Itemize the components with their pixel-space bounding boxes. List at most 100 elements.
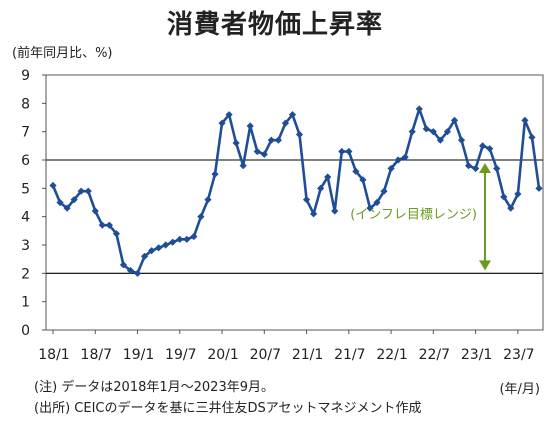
- chart-title: 消費者物価上昇率: [166, 10, 383, 40]
- data-point: [112, 230, 120, 238]
- plot-frame: [45, 74, 544, 331]
- data-point: [98, 221, 106, 229]
- x-tick-label: 18/1: [38, 347, 69, 363]
- x-tick-label: 20/1: [207, 347, 238, 363]
- data-point: [415, 105, 423, 113]
- y-tick-label: 2: [21, 266, 30, 282]
- data-point: [317, 184, 325, 192]
- x-tick-label: 20/7: [250, 347, 281, 363]
- series-line: [51, 107, 541, 275]
- y-tick-label: 0: [21, 323, 30, 339]
- y-tick-label: 5: [21, 181, 30, 197]
- data-point: [218, 119, 226, 127]
- data-point: [288, 111, 297, 119]
- data-point: [190, 232, 198, 241]
- data-point: [169, 238, 177, 246]
- data-point: [84, 187, 92, 195]
- data-point: [211, 170, 219, 178]
- x-tick-label: 23/7: [503, 347, 534, 363]
- y-tick-label: 7: [21, 125, 30, 141]
- data-point: [528, 133, 536, 141]
- data-point: [302, 196, 311, 204]
- data-point: [366, 204, 374, 212]
- data-point: [204, 196, 212, 204]
- data-point: [443, 128, 452, 136]
- data-point: [197, 213, 205, 221]
- x-tick-label: 19/7: [165, 347, 196, 363]
- data-point: [472, 164, 480, 173]
- data-point: [359, 176, 367, 184]
- data-point: [514, 190, 522, 198]
- data-point: [267, 136, 275, 144]
- data-point: [500, 193, 508, 201]
- data-point: [63, 204, 71, 212]
- data-point: [140, 252, 149, 260]
- data-point: [246, 122, 254, 130]
- data-point: [429, 128, 437, 136]
- data-point: [162, 241, 170, 249]
- data-point: [225, 111, 233, 119]
- x-tick-label: 21/7: [334, 347, 365, 363]
- data-point: [232, 139, 240, 147]
- data-point: [401, 153, 409, 161]
- data-point: [457, 136, 466, 144]
- x-tick-label: 23/1: [461, 347, 492, 363]
- data-point: [260, 150, 268, 158]
- data-point: [148, 247, 156, 255]
- data-point: [281, 119, 290, 127]
- source-note: (出所) CEICのデータを基に三井住友DSアセットマネジメント作成: [34, 401, 422, 416]
- data-point: [493, 164, 501, 173]
- x-tick-label: 22/7: [419, 347, 450, 363]
- x-tick-label: 19/1: [123, 347, 154, 363]
- data-point: [105, 221, 113, 229]
- arrow-head-top: [479, 163, 491, 173]
- data-point: [119, 261, 128, 269]
- arrow-head-bottom: [479, 260, 491, 271]
- data-point: [507, 204, 515, 212]
- data-point: [436, 136, 444, 144]
- data-point: [310, 210, 318, 218]
- data-point: [408, 128, 416, 136]
- data-point: [91, 207, 99, 215]
- x-axis-unit-label: (年/月): [499, 382, 540, 397]
- data-point: [387, 164, 395, 173]
- data-point: [176, 235, 184, 243]
- data-point: [324, 173, 332, 181]
- data-point: [345, 147, 353, 156]
- data-point: [155, 244, 163, 252]
- data-point: [535, 184, 543, 192]
- data-point: [486, 145, 494, 153]
- data-point: [239, 162, 247, 170]
- data-point: [373, 198, 381, 207]
- data-point: [70, 196, 78, 204]
- x-tick-label: 21/1: [292, 347, 323, 363]
- target-range-label: (インフレ目標レンジ): [350, 208, 477, 223]
- data-point: [253, 147, 261, 156]
- data-point: [274, 136, 282, 144]
- data-point: [183, 235, 191, 243]
- data-point: [479, 142, 487, 150]
- y-tick-label: 8: [21, 96, 30, 112]
- data-point: [56, 198, 64, 207]
- x-tick-label: 18/7: [81, 347, 112, 363]
- data-point: [352, 167, 360, 175]
- data-point: [77, 187, 85, 195]
- y-tick-label: 6: [21, 153, 30, 169]
- data-point: [338, 147, 346, 156]
- y-tick-label: 3: [21, 238, 30, 254]
- data-point: [133, 269, 142, 277]
- data-point: [295, 130, 304, 139]
- y-tick-label: 4: [21, 210, 30, 226]
- data-point: [49, 181, 57, 190]
- data-point: [126, 266, 135, 275]
- data-point: [394, 156, 402, 164]
- data-point: [450, 116, 459, 124]
- data-point: [380, 187, 388, 195]
- y-tick-label: 1: [21, 295, 30, 311]
- x-tick-label: 22/1: [376, 347, 407, 363]
- y-tick-label: 9: [21, 68, 30, 84]
- data-point: [464, 162, 473, 170]
- footnote: (注) データは2018年1月～2023年9月。: [34, 380, 274, 395]
- data-point: [331, 207, 339, 215]
